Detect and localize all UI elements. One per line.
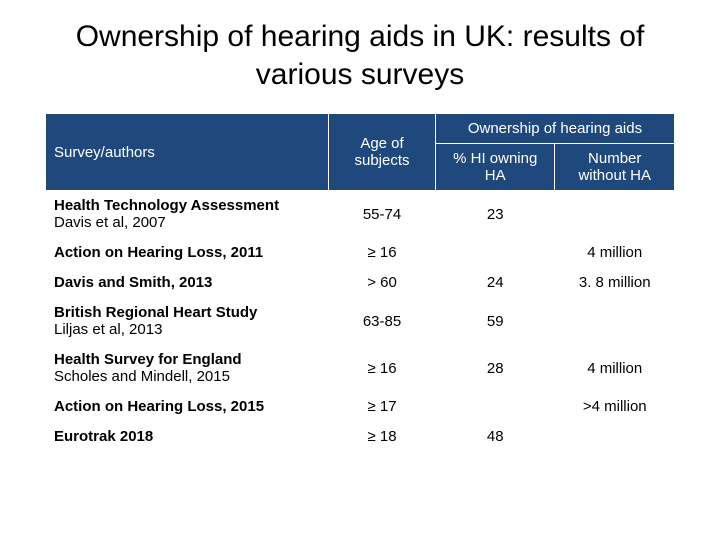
cell-num: 3. 8 million [555, 268, 675, 298]
col-num: Number without HA [555, 144, 675, 191]
cell-age: 63-85 [329, 298, 436, 345]
col-survey: Survey/authors [46, 114, 329, 191]
survey-primary: British Regional Heart Study [54, 304, 320, 321]
cell-pct: 48 [435, 422, 555, 452]
cell-pct: 23 [435, 191, 555, 238]
cell-age: 55-74 [329, 191, 436, 238]
survey-secondary: Liljas et al, 2013 [54, 321, 320, 338]
col-age: Age of subjects [329, 114, 436, 191]
survey-primary: Health Survey for England [54, 351, 320, 368]
survey-primary: Eurotrak 2018 [46, 422, 329, 452]
cell-pct [435, 392, 555, 422]
table-row: Action on Hearing Loss, 2015 ≥ 17 >4 mil… [46, 392, 675, 422]
survey-table: Survey/authors Age of subjects Ownership… [45, 113, 675, 452]
survey-primary: Action on Hearing Loss, 2011 [46, 238, 329, 268]
cell-pct: 28 [435, 345, 555, 392]
col-ownership: Ownership of hearing aids [435, 114, 674, 144]
table-row: Health Survey for EnglandScholes and Min… [46, 345, 675, 392]
cell-num: 4 million [555, 345, 675, 392]
cell-pct [435, 238, 555, 268]
cell-age: ≥ 16 [329, 345, 436, 392]
cell-age: ≥ 18 [329, 422, 436, 452]
cell-age: > 60 [329, 268, 436, 298]
table-row: British Regional Heart StudyLiljas et al… [46, 298, 675, 345]
table-row: Davis and Smith, 2013 > 60 24 3. 8 milli… [46, 268, 675, 298]
survey-secondary: Scholes and Mindell, 2015 [54, 368, 320, 385]
survey-primary: Action on Hearing Loss, 2015 [46, 392, 329, 422]
cell-num [555, 191, 675, 238]
table-row: Health Technology AssessmentDavis et al,… [46, 191, 675, 238]
survey-secondary: Davis et al, 2007 [54, 214, 320, 231]
col-pct: % HI owning HA [435, 144, 555, 191]
table-body: Health Technology AssessmentDavis et al,… [46, 191, 675, 452]
cell-pct: 59 [435, 298, 555, 345]
cell-age: ≥ 17 [329, 392, 436, 422]
page-title: Ownership of hearing aids in UK: results… [45, 18, 675, 93]
cell-num: 4 million [555, 238, 675, 268]
cell-num: >4 million [555, 392, 675, 422]
table-row: Action on Hearing Loss, 2011 ≥ 16 4 mill… [46, 238, 675, 268]
table-row: Eurotrak 2018 ≥ 18 48 [46, 422, 675, 452]
survey-primary: Davis and Smith, 2013 [46, 268, 329, 298]
cell-pct: 24 [435, 268, 555, 298]
cell-num [555, 298, 675, 345]
cell-age: ≥ 16 [329, 238, 436, 268]
survey-primary: Health Technology Assessment [54, 197, 320, 214]
header-row-1: Survey/authors Age of subjects Ownership… [46, 114, 675, 144]
cell-num [555, 422, 675, 452]
